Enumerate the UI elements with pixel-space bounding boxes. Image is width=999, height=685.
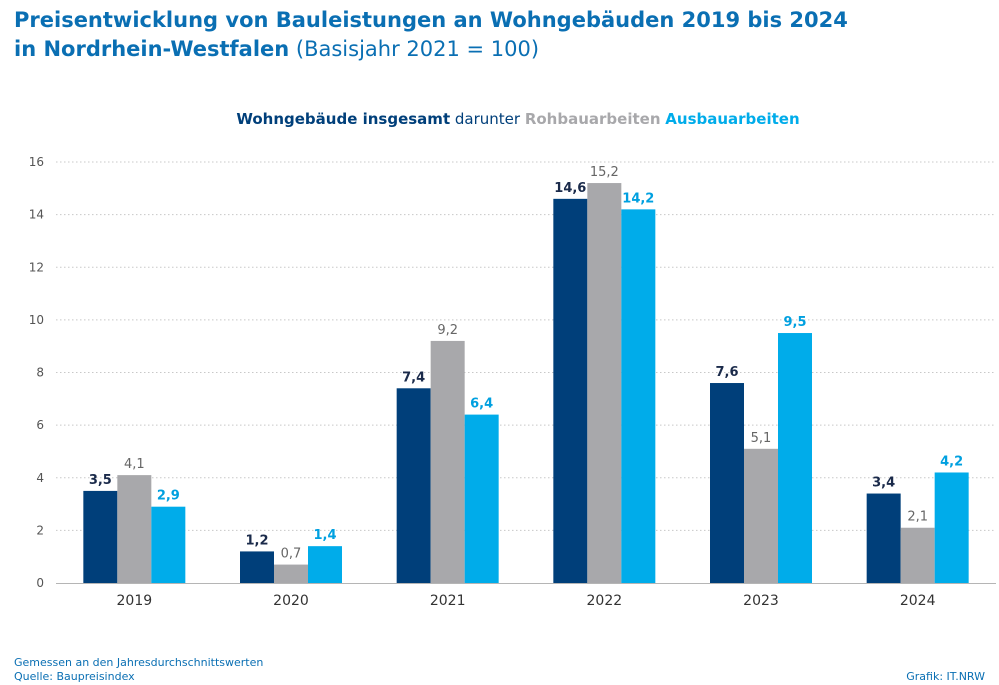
footer-source: Quelle: Baupreisindex — [14, 670, 135, 683]
y-tick-label: 4 — [36, 471, 44, 485]
bar — [621, 209, 656, 584]
bar — [117, 475, 152, 583]
title-line-1: Preisentwicklung von Bauleistungen an Wo… — [14, 8, 848, 32]
data-label: 4,2 — [940, 454, 963, 469]
y-tick-label: 6 — [36, 418, 44, 432]
data-label: 14,2 — [622, 191, 654, 206]
legend: Wohngebäude insgesamt darunter Rohbauarb… — [236, 110, 799, 128]
footer-notes: Gemessen an den Jahresdurchschnittswerte… — [14, 656, 263, 684]
bar — [710, 383, 744, 583]
bar — [778, 333, 812, 583]
data-label: 7,6 — [715, 365, 738, 380]
title-line-2-region: in Nordrhein-Westfalen — [14, 37, 290, 61]
data-label: 6,4 — [470, 397, 493, 412]
legend-text: Wohngebäude insgesamt darunter Rohbauarb… — [236, 110, 799, 128]
data-label: 2,9 — [157, 489, 180, 504]
data-label: 1,2 — [245, 533, 268, 548]
x-tick-label: 2024 — [900, 593, 936, 609]
bar — [240, 551, 274, 583]
legend-entry-rohbau: Rohbauarbeiten — [525, 110, 661, 128]
bar — [464, 414, 499, 583]
data-label: 3,4 — [872, 476, 895, 491]
title-line-2-base-year: (Basisjahr 2021 = 100) — [289, 37, 540, 61]
x-tick-label: 2023 — [743, 593, 779, 609]
bar — [308, 546, 342, 583]
data-label: 7,4 — [402, 370, 425, 385]
legend-entry-ausbau: Ausbauarbeiten — [665, 110, 799, 128]
x-tick-label: 2020 — [273, 593, 309, 609]
data-label: 1,4 — [313, 528, 336, 543]
y-tick-label: 12 — [29, 260, 44, 274]
data-label: 2,1 — [907, 510, 928, 525]
data-label: 3,5 — [89, 473, 112, 488]
data-labels: 3,5 4,1 2,9 1,2 0,7 1,4 7,4 9,2 6,4 14,6 15,214,2 7… — [89, 165, 963, 562]
chart-title: Preisentwicklung von Bauleistungen an Wo… — [14, 6, 848, 64]
y-tick-label: 10 — [29, 313, 44, 327]
x-axis: 2019 2020 2021 2022 2023 2024 — [56, 583, 996, 609]
bar — [934, 472, 969, 583]
x-tick-label: 2022 — [587, 593, 623, 609]
data-label: 4,1 — [124, 457, 145, 472]
x-tick-label: 2021 — [430, 593, 466, 609]
legend-prefix: darunter — [450, 110, 525, 128]
bars — [83, 183, 969, 584]
bar — [430, 340, 465, 583]
bar — [396, 388, 431, 583]
bar — [151, 506, 186, 583]
y-tick-label: 0 — [36, 576, 44, 590]
y-tick-label: 16 — [29, 155, 44, 169]
grid-lines: 0 2 4 6 8 10 12 14 16 — [29, 155, 996, 590]
footer-note: Gemessen an den Jahresdurchschnittswerte… — [14, 656, 264, 669]
y-tick-label: 2 — [36, 523, 44, 537]
data-label: 5,1 — [751, 431, 772, 446]
data-label: 9,2 — [437, 323, 458, 338]
x-tick-label: 2019 — [117, 593, 153, 609]
bar — [274, 564, 308, 583]
bar — [744, 448, 778, 583]
data-label: 15,2 — [590, 165, 619, 180]
data-label: 0,7 — [281, 547, 302, 562]
bar — [900, 527, 935, 583]
y-tick-label: 8 — [36, 366, 44, 380]
bar — [587, 183, 622, 584]
bar — [553, 198, 588, 583]
data-label: 14,6 — [554, 181, 586, 196]
data-label: 9,5 — [783, 315, 806, 330]
bar — [866, 493, 901, 583]
bar — [83, 490, 118, 583]
footer-credit: Grafik: IT.NRW — [906, 670, 985, 683]
legend-entry-total: Wohngebäude insgesamt — [236, 110, 450, 128]
y-tick-label: 14 — [29, 208, 44, 222]
